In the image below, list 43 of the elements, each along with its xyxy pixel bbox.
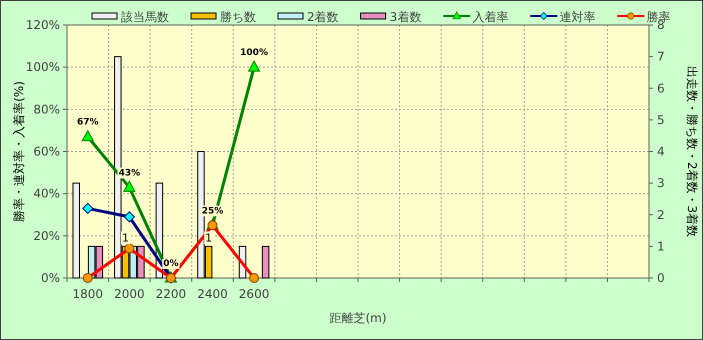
x-axis-title: 距離芝(m) xyxy=(329,311,387,325)
data-label: 1 xyxy=(122,231,130,244)
y-tick-label: 80% xyxy=(33,102,60,116)
data-label: 100% xyxy=(240,48,268,58)
x-tick-label: 1800 xyxy=(72,287,104,301)
data-label: 25% xyxy=(202,206,224,216)
x-tick-label: 2000 xyxy=(114,287,145,301)
point xyxy=(82,202,94,214)
y2-tick-label: 4 xyxy=(657,144,665,158)
y2-tick-label: 7 xyxy=(657,50,665,64)
legend-label: 勝ち数 xyxy=(220,10,256,24)
legend-label: 2着数 xyxy=(307,10,339,24)
legend-label: 該当馬数 xyxy=(121,10,169,24)
x-tick-label: 2600 xyxy=(238,287,270,301)
point xyxy=(124,211,135,222)
y-tick-label: 100% xyxy=(26,60,60,74)
y-tick-label: 0% xyxy=(40,271,60,285)
y2-axis-title: 出走数・勝ち数・2着数・3着数 xyxy=(685,66,699,238)
legend-label: 入着率 xyxy=(472,10,508,24)
x-tick-label: 2200 xyxy=(156,287,186,301)
data-label: 0% xyxy=(163,259,179,269)
y2-tick-label: 2 xyxy=(657,208,665,222)
y2-tick-label: 3 xyxy=(657,176,665,190)
point xyxy=(123,180,136,192)
legend-label: 3着数 xyxy=(390,10,422,24)
y-axis-title: 勝率・連対率・入着率(%) xyxy=(12,81,26,222)
x-tick-label: 2400 xyxy=(197,287,228,301)
data-label: 1 xyxy=(205,231,212,244)
point xyxy=(82,130,94,142)
data-label: 67% xyxy=(77,118,99,128)
point xyxy=(248,60,260,72)
y-tick-label: 120% xyxy=(26,18,60,32)
y-tick-label: 20% xyxy=(33,228,60,243)
y2-tick-label: 6 xyxy=(657,81,665,96)
data-label: 43% xyxy=(118,168,140,178)
bar xyxy=(262,246,270,278)
y-tick-label: 40% xyxy=(33,186,60,201)
y2-tick-label: 5 xyxy=(657,112,665,127)
y-tick-label: 60% xyxy=(33,144,60,158)
y2-tick-label: 1 xyxy=(657,239,665,254)
bar xyxy=(72,182,80,278)
legend-label: 連対率 xyxy=(559,10,596,24)
y2-tick-label: 0 xyxy=(657,271,665,285)
